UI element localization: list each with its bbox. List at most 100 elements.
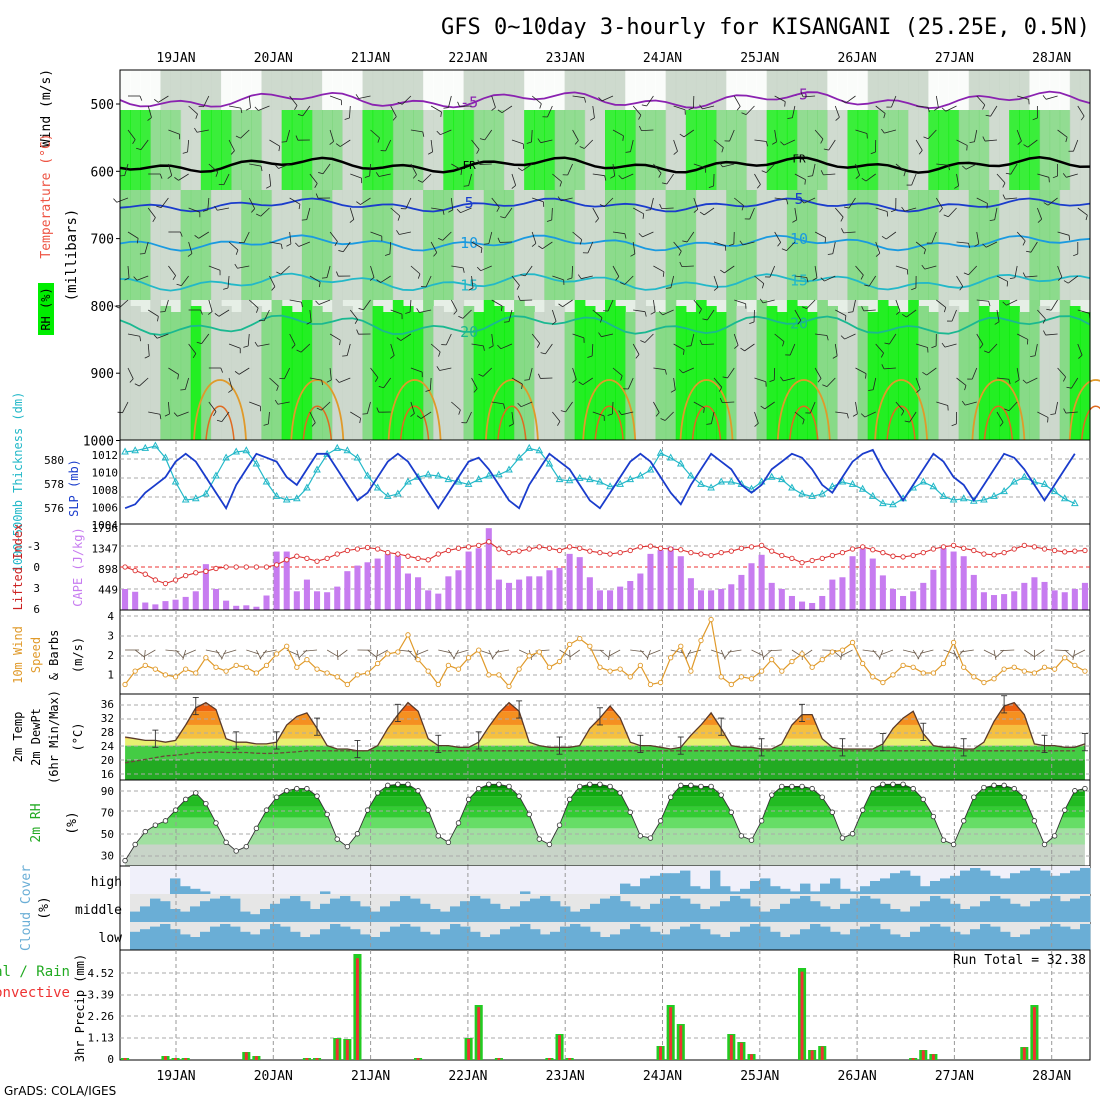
cloud-cell (710, 934, 721, 950)
thickness-marker (212, 471, 220, 479)
wind-barb (451, 163, 462, 171)
bottom-date-label: 19JAN (156, 1069, 195, 1084)
wind10-marker (1011, 664, 1017, 670)
rh-shade-cell (1009, 70, 1020, 110)
rh-shade-cell (322, 190, 333, 300)
wind10-marker (617, 666, 623, 672)
rh2m-marker (789, 783, 795, 790)
wind-barb-flag (139, 95, 143, 101)
wind-barb-flag (864, 284, 870, 287)
cloud-cell (130, 911, 141, 922)
cape-bar (202, 564, 209, 610)
li-marker (961, 545, 967, 551)
wind10-barb (205, 649, 220, 654)
slp-tick-label: 1006 (92, 502, 119, 515)
wind-barb (249, 163, 262, 167)
rh-shade-cell (908, 300, 919, 440)
rh-shade-cell (655, 70, 667, 110)
wind-barb (208, 265, 221, 271)
li-marker (1011, 546, 1017, 552)
wind-barb-flag (728, 243, 734, 247)
cloud-cell (840, 934, 851, 950)
thickness-marker (838, 477, 847, 485)
cape-bar (607, 590, 614, 610)
cape-bar (212, 588, 220, 610)
rh-shade-cell (625, 312, 636, 440)
wind-barb (511, 411, 514, 424)
wind-barb-flag (599, 204, 605, 207)
cloud-cell (930, 881, 941, 894)
wind-barb (228, 105, 241, 109)
cloud-cell (340, 926, 351, 950)
rh-shade-cell (857, 70, 869, 110)
wind-barb-flag (207, 311, 213, 315)
li-axis-label: Lifted Index (11, 524, 25, 611)
wind-barb-flag (378, 386, 384, 389)
wind-barb-flag (1085, 215, 1088, 221)
li-marker (233, 564, 239, 570)
wind-barb-flag (702, 318, 708, 321)
rh-shade-cell (898, 312, 909, 440)
rh-shade-cell (786, 70, 798, 110)
cape-bar (384, 553, 391, 610)
cloud-cell (840, 903, 851, 922)
wind-barb-flag (412, 174, 417, 179)
wind-barb-flag (610, 175, 615, 179)
rh-shade-cell (160, 190, 172, 300)
wind-barb (974, 129, 978, 142)
cape-bar (122, 589, 129, 610)
cloud-cell (820, 926, 831, 950)
cloud-cell (710, 870, 721, 894)
wind-barb (604, 197, 614, 207)
li-marker (435, 551, 441, 557)
rh-shade-cell (736, 70, 748, 110)
cloud-cell (700, 888, 711, 894)
cloud-cell (980, 901, 991, 922)
upper-air-units-label: (millibars) (64, 209, 80, 302)
footer-credit: GrADS: COLA/IGES (4, 1084, 116, 1098)
rh-shade-cell (847, 70, 859, 110)
rh-shade-cell (463, 306, 475, 440)
temp2m-line (124, 701, 1086, 752)
wind-barb (968, 265, 978, 276)
rh-shade-cell (433, 306, 444, 440)
wind10-barb (648, 649, 661, 656)
wind10-marker (900, 662, 906, 669)
wind-barb (895, 265, 908, 270)
wind-barb (196, 129, 209, 133)
top-date-label: 28JAN (1032, 51, 1071, 66)
cape-bar (677, 556, 684, 610)
rh-shade-cell (170, 312, 182, 440)
rh-shade-cell (423, 300, 434, 440)
wind-barb-flag (136, 147, 142, 150)
wind-barb-flag (440, 111, 442, 118)
cape-bar (415, 577, 422, 610)
rh-shade-cell (140, 70, 151, 110)
wind10-barb (1072, 649, 1076, 660)
cloud-cell (730, 896, 741, 922)
rh-shade-cell (1029, 300, 1041, 440)
rh-shade-cell (332, 300, 343, 440)
wind-barb-flag (943, 307, 947, 313)
rh2m-label-b: (%) (65, 811, 80, 834)
cloud-cell (170, 878, 181, 894)
wind-barb (883, 367, 896, 370)
precip-conv-bar (911, 1058, 915, 1060)
wind-barb-flag (1014, 379, 1020, 383)
rh-shade-cell (160, 110, 172, 190)
cloud-cell (410, 898, 421, 922)
rh-shade-cell (210, 70, 222, 110)
cloud-cell (570, 924, 581, 950)
cloud-row-label: low (99, 931, 123, 946)
chart-title: GFS 0~10day 3-hourly for KISANGANI (25.2… (441, 15, 1090, 40)
wind-barb (277, 401, 290, 405)
rh2m-marker (829, 809, 836, 815)
top-date-label: 22JAN (448, 51, 487, 66)
wind-barb-flag (392, 116, 397, 121)
contour-label: FR (463, 159, 477, 172)
wind-barb-flag (820, 170, 824, 176)
cape-bar (404, 573, 411, 610)
wind-barb-flag (443, 107, 449, 109)
wind-barb (673, 377, 676, 390)
